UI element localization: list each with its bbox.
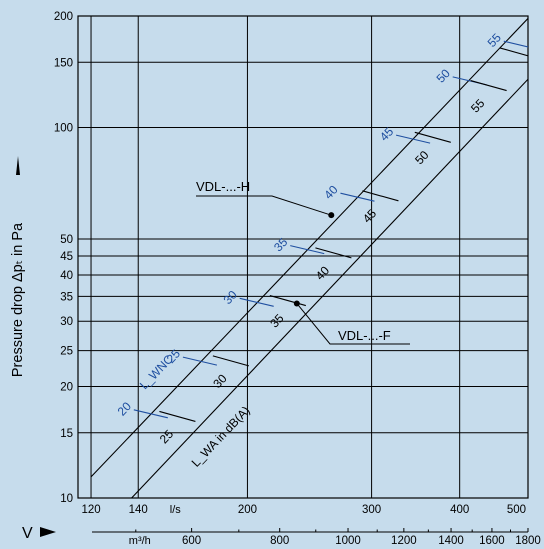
lwnc-tick <box>340 192 375 202</box>
lwa-label: 55 <box>468 96 488 116</box>
lwa-label: 35 <box>267 311 287 331</box>
y-axis-label: Pressure drop Δpₜ in Pa <box>10 222 26 377</box>
lwa-label: 50 <box>412 148 432 168</box>
lwa-tick <box>159 410 196 422</box>
x-tick-label: 400 <box>450 504 469 516</box>
m3h-tick-label: 1400 <box>438 535 464 544</box>
lwa-label: 40 <box>313 263 333 283</box>
m3h-tick-label: 1200 <box>391 535 417 544</box>
lwnc-tick <box>290 245 325 255</box>
lwa-tick <box>362 190 399 202</box>
x-tick-label: 140 <box>129 504 148 516</box>
m3h-tick-label: 800 <box>270 535 289 544</box>
right-arrow-icon <box>40 527 56 537</box>
m3h-tick-label: 1800 <box>515 535 541 544</box>
callout-f-leader <box>296 303 410 345</box>
x-tick-label: 500 <box>507 504 526 516</box>
y-tick-label: 35 <box>60 291 73 303</box>
lwa-tick <box>414 131 451 143</box>
lwa-label: 30 <box>210 371 230 391</box>
lwa-tick <box>470 80 507 92</box>
lwnc-label: 20 <box>115 399 135 419</box>
lwa-tick <box>212 355 250 367</box>
x-unit-m3h: m³/h <box>129 535 151 544</box>
lwa-tick <box>315 247 352 259</box>
lwa-label: 45 <box>360 206 380 226</box>
up-arrow-icon <box>16 156 20 175</box>
lwnc-tick <box>239 297 274 307</box>
y-tick-label: 40 <box>60 270 73 282</box>
y-tick-label: 200 <box>54 11 73 23</box>
y-tick-label: 10 <box>60 493 73 505</box>
lwa-axis-label: L_WA in dB(A) <box>189 403 253 469</box>
y-tick-label: 100 <box>54 123 73 135</box>
lwa-tick <box>499 47 528 57</box>
x-tick-label: 120 <box>81 504 100 516</box>
series-line-h <box>90 18 528 478</box>
lwa-tick <box>269 295 306 307</box>
m3h-tick-label: 1000 <box>335 535 361 544</box>
y-tick-label: 25 <box>60 346 73 358</box>
lwnc-label: 40 <box>321 182 341 202</box>
callout-h-leader <box>196 195 332 216</box>
y-tick-label: 45 <box>60 251 73 263</box>
y-tick-label: 50 <box>60 234 73 246</box>
y-tick-label: 30 <box>60 316 73 328</box>
m3h-tick-label: 600 <box>182 535 201 544</box>
lwnc-label: 50 <box>434 66 454 86</box>
plot-frame <box>77 15 529 499</box>
m3h-tick-label: 1600 <box>479 535 505 544</box>
callout-h-label: VDL-...-H <box>196 179 250 194</box>
lwa-label: 25 <box>157 427 177 447</box>
x-tick-label: 300 <box>362 504 381 516</box>
x-symbol: V <box>22 525 33 542</box>
lwnc-tick <box>182 356 218 366</box>
y-tick-label: 15 <box>60 428 73 440</box>
lwnc-tick <box>133 409 168 419</box>
lwnc-tick <box>395 134 431 144</box>
y-tick-label: 20 <box>60 381 73 393</box>
x-tick-label: 200 <box>238 504 257 516</box>
y-tick-label: 150 <box>54 57 73 69</box>
lwnc-label: 30 <box>221 287 241 307</box>
callout-f-label: VDL-...-F <box>338 328 391 343</box>
x-unit-ls: l/s <box>170 504 182 516</box>
lwnc-label: 35 <box>271 235 291 255</box>
lwnc-tick <box>503 40 528 48</box>
series-line-f <box>131 78 528 498</box>
